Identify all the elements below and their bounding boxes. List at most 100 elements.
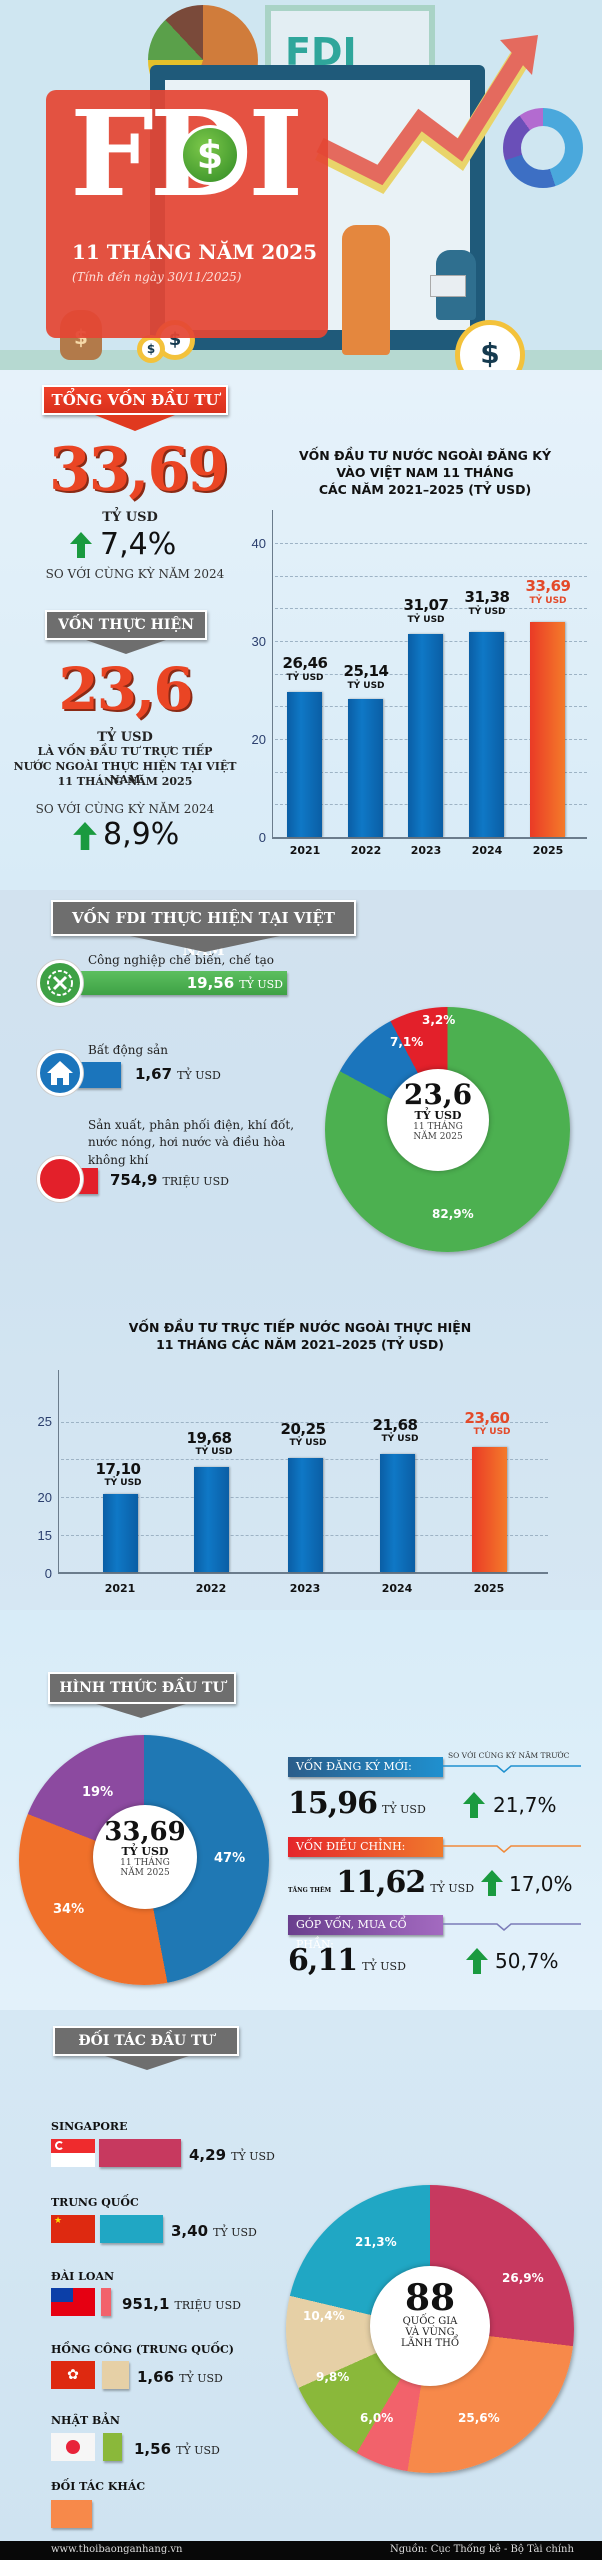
summary-section: TỔNG VỐN ĐẦU TƯ 33,69 TỶ USD 7,4% SO VỚI…	[0, 370, 602, 890]
donut-label: 10,4%	[303, 2309, 345, 2323]
x-label: 2022	[195, 1582, 227, 1595]
x-axis	[58, 1572, 548, 1574]
donut-label: 25,6%	[458, 2411, 500, 2425]
disbursed-desc-3: 11 THÁNG NĂM 2025	[57, 775, 193, 788]
chart-registered-title: VỐN ĐẦU TƯ NƯỚC NGOÀI ĐĂNG KÝ VÀO VIỆT N…	[295, 448, 555, 499]
up-arrow-icon	[70, 532, 92, 558]
total-compare-note: SO VỚI CÙNG KỲ NĂM 2024	[45, 567, 225, 581]
red-circle-icon	[37, 1156, 83, 1202]
partner-value-group: 951,1 TRIỆU USD	[122, 2294, 241, 2313]
new-registration-header: VỐN ĐĂNG KÝ MỚI:	[288, 1757, 443, 1777]
bar-2024	[469, 632, 504, 837]
donut-label: 9,8%	[316, 2370, 350, 2384]
laptop-icon	[430, 275, 466, 297]
total-change-percent: 7,4%	[100, 527, 177, 562]
taiwan-flag-icon	[51, 2288, 95, 2316]
bar-value: 25,14	[343, 662, 389, 680]
bar-2025	[472, 1447, 507, 1572]
x-label: 2021	[289, 844, 321, 857]
hero-banner: FDI $ $ $ $ FDI $ 11 THÁNG NĂM 2025 (Tín…	[0, 0, 602, 370]
y-tick: 0	[44, 1566, 52, 1581]
dollar-coin-icon: $	[455, 320, 525, 370]
footer-site-link[interactable]: www.thoibaonganhang.vn	[51, 2544, 183, 2555]
bar-unit: TỶ USD	[407, 615, 445, 625]
partner-value: 951,1	[122, 2295, 170, 2313]
donut-label: 19%	[82, 1785, 114, 1800]
dollar-coin-icon: $	[180, 125, 240, 185]
bar-value: 23,60	[464, 1409, 510, 1427]
bar-value: 33,69	[525, 577, 571, 595]
donut-center-line: 11 THÁNG	[413, 1122, 463, 1132]
chart-disbursed-title: VỐN ĐẦU TƯ TRỰC TIẾP NƯỚC NGOÀI THỰC HIỆ…	[80, 1320, 520, 1354]
y-axis	[58, 1370, 59, 1572]
y-tick: 20	[251, 732, 266, 747]
country-name: SINGAPORE	[51, 2120, 128, 2133]
partners-banner: ĐỐI TÁC ĐẦU TƯ	[53, 2026, 239, 2056]
partner-value-group: 1,56 TỶ USD	[134, 2439, 220, 2458]
bar-2022	[348, 699, 383, 837]
date-note: (Tính đến ngày 30/11/2025)	[72, 270, 242, 284]
sector-value-group: 1,67 TỶ USD	[135, 1064, 221, 1083]
star-icon: ★	[54, 2216, 63, 2226]
sector-label-line: Sản xuất, phân phối điện, khí đốt,	[88, 1118, 295, 1132]
bar-2021	[287, 692, 322, 837]
capital-contribution-value: 6,11	[288, 1943, 358, 1978]
donut-center-line: QUỐC GIA	[402, 2316, 458, 2327]
trend-arrow-icon	[315, 35, 538, 195]
sector-unit: TỶ USD	[239, 978, 283, 991]
disbursed-desc-2: NƯỚC NGOÀI THỰC HIỆN TẠI VIỆT NAM	[13, 760, 237, 786]
increase-prefix: TĂNG THÊM	[288, 1887, 332, 1894]
y-tick: 30	[251, 634, 266, 649]
x-label: 2024	[471, 844, 503, 857]
chart-title-line: VÀO VIỆT NAM 11 THÁNG	[336, 464, 514, 480]
sun-disc	[66, 2440, 80, 2454]
x-label: 2025	[532, 844, 564, 857]
donut-label: 6,0%	[360, 2411, 394, 2425]
sector-bar-manufacturing	[80, 971, 287, 995]
y-tick: 40	[251, 536, 266, 551]
partner-value: 3,40	[171, 2222, 209, 2240]
disbursed-capital-banner: VỐN THỰC HIỆN	[45, 610, 207, 640]
donut-center-value: 88	[404, 2277, 456, 2319]
donut-center-value: 33,69	[104, 1817, 186, 1847]
x-label: 2025	[473, 1582, 505, 1595]
bar-unit: TỶ USD	[104, 1478, 142, 1488]
y-tick: 20	[37, 1490, 52, 1505]
page-subtitle: 11 THÁNG NĂM 2025	[72, 240, 317, 264]
partner-value: 1,66	[137, 2368, 175, 2386]
house-icon	[37, 1050, 83, 1096]
bar-2023	[288, 1458, 323, 1572]
sector-value: 1,67	[135, 1065, 173, 1083]
donut-center: 33,69 TỶ USD 11 THÁNG NĂM 2025	[93, 1805, 197, 1909]
grid-line	[61, 1422, 548, 1423]
disbursed-compare-note: SO VỚI CÙNG KỲ NĂM 2024	[35, 802, 215, 816]
donut-label: 3,2%	[422, 1013, 456, 1027]
x-axis	[272, 837, 587, 839]
partner-bar-others	[51, 2500, 92, 2528]
hong-kong-flag-icon: ✿	[51, 2361, 95, 2389]
person-illustration	[342, 225, 390, 355]
country-name: TRUNG QUỐC	[51, 2196, 139, 2209]
total-investment-value: 33,69	[49, 435, 229, 505]
disbursed-sectors-section: VỐN FDI THỰC HIỆN TẠI VIỆT NAM Công nghi…	[0, 890, 602, 1610]
donut-label: 26,9%	[502, 2271, 544, 2285]
sector-value-group: 754,9 TRIỆU USD	[110, 1170, 229, 1189]
sector-label: Sản xuất, phân phối điện, khí đốt, nước …	[88, 1117, 294, 1169]
country-name: ĐÀI LOAN	[51, 2270, 115, 2283]
sector-label-line: không khí	[88, 1152, 149, 1167]
donut-center-value: 23,6	[403, 1078, 473, 1111]
up-arrow-icon	[481, 1870, 503, 1896]
investment-form-section: HÌNH THỨC ĐẦU TƯ 33,69 TỶ USD 11 THÁNG N…	[0, 1610, 602, 2010]
chart-title-line: 11 THÁNG CÁC NĂM 2021–2025 (TỶ USD)	[156, 1336, 444, 1352]
banner-arrow	[95, 415, 175, 431]
grid-line	[275, 576, 587, 577]
value-unit: TỶ USD	[362, 1960, 406, 1973]
partner-value: 4,29	[189, 2146, 227, 2164]
donut-center-unit: TỶ USD	[121, 1845, 169, 1858]
donut-label: 21,3%	[355, 2235, 397, 2249]
value-unit: TỶ USD	[382, 1803, 426, 1816]
partner-bar-china	[100, 2215, 163, 2243]
bar-unit: TỶ USD	[468, 607, 506, 617]
donut-center-unit: TỶ USD	[414, 1109, 462, 1122]
adjusted-capital-value-group: TĂNG THÊM 11,62 TỶ USD	[288, 1865, 474, 1900]
